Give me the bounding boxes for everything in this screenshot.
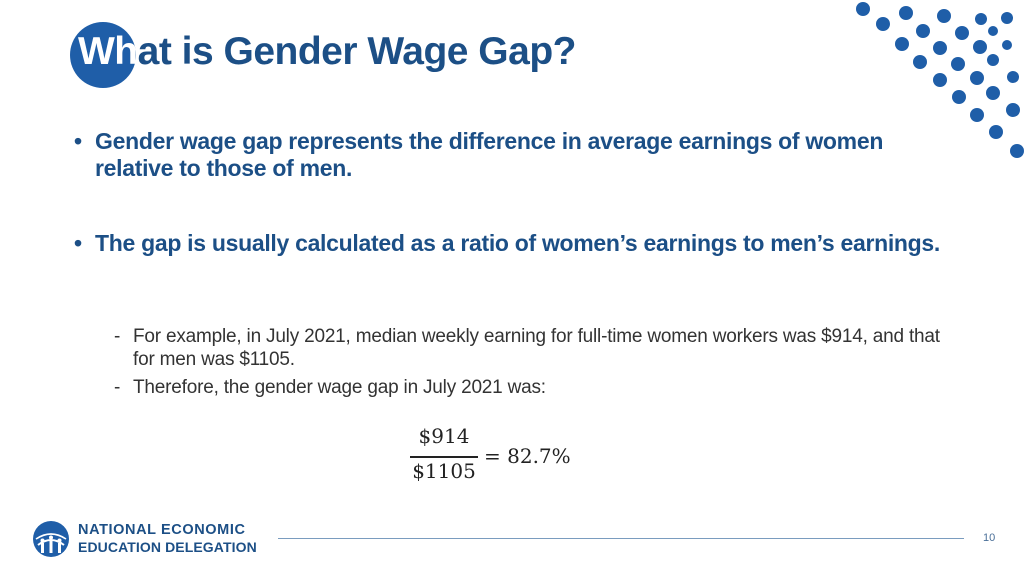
slide-title: What is Gender Wage Gap? bbox=[78, 30, 576, 74]
decoration-dot bbox=[986, 86, 1000, 100]
decoration-dot bbox=[933, 41, 947, 55]
sub-bullet-therefore: - Therefore, the gender wage gap in July… bbox=[114, 376, 954, 399]
decoration-dot bbox=[973, 40, 987, 54]
fraction-numerator: $914 bbox=[418, 424, 470, 448]
org-name: NATIONAL ECONOMIC EDUCATION DELEGATION bbox=[78, 522, 257, 556]
decoration-dot bbox=[895, 37, 909, 51]
footer-divider bbox=[278, 538, 964, 539]
sub-bullet-mark: - bbox=[114, 377, 121, 398]
decoration-dot bbox=[1010, 144, 1024, 158]
decoration-dot bbox=[933, 73, 947, 87]
decoration-dot bbox=[916, 24, 930, 38]
org-name-line2: EDUCATION DELEGATION bbox=[78, 539, 257, 555]
decoration-dot bbox=[1006, 103, 1020, 117]
decoration-dot bbox=[937, 9, 951, 23]
sub-bullet-text: For example, in July 2021, median weekly… bbox=[133, 326, 940, 370]
title-accent-circle bbox=[70, 22, 136, 88]
decoration-dot bbox=[913, 55, 927, 69]
fraction-denominator: $1105 bbox=[412, 459, 476, 483]
bullet-mark: • bbox=[74, 128, 82, 154]
fraction-bar bbox=[410, 456, 478, 458]
page-number: 10 bbox=[983, 532, 996, 544]
bullet-text: Gender wage gap represents the differenc… bbox=[95, 128, 884, 181]
title-highlight: Wh bbox=[78, 30, 138, 73]
bullet-mark: • bbox=[74, 230, 82, 256]
decoration-dot bbox=[988, 26, 998, 36]
decoration-dot bbox=[1001, 12, 1013, 24]
decoration-dot bbox=[987, 54, 999, 66]
decoration-dot bbox=[955, 26, 969, 40]
title-rest: at is Gender Wage Gap? bbox=[137, 30, 577, 73]
bullet-calculation: • The gap is usually calculated as a rat… bbox=[74, 230, 954, 257]
dot-pattern-decoration bbox=[856, 2, 1024, 158]
bullet-text: The gap is usually calculated as a ratio… bbox=[95, 230, 941, 256]
decoration-dot bbox=[1007, 71, 1019, 83]
bullet-definition: • Gender wage gap represents the differe… bbox=[74, 128, 954, 182]
sub-bullet-example: - For example, in July 2021, median week… bbox=[114, 325, 954, 371]
decoration-dot bbox=[899, 6, 913, 20]
decoration-dot bbox=[970, 71, 984, 85]
decoration-dot bbox=[975, 13, 987, 25]
org-name-line1: NATIONAL ECONOMIC bbox=[78, 522, 246, 538]
decoration-dot bbox=[856, 2, 870, 16]
decoration-dot bbox=[970, 108, 984, 122]
decoration-dot bbox=[952, 90, 966, 104]
decoration-dot bbox=[951, 57, 965, 71]
sub-bullet-mark: - bbox=[114, 326, 121, 347]
sub-bullet-text: Therefore, the gender wage gap in July 2… bbox=[133, 377, 546, 398]
decoration-dot bbox=[876, 17, 890, 31]
globe-with-figures-logo bbox=[33, 521, 69, 557]
decoration-dot bbox=[989, 125, 1003, 139]
formula-result: = 82.7% bbox=[484, 444, 571, 468]
decoration-dot bbox=[1002, 40, 1012, 50]
